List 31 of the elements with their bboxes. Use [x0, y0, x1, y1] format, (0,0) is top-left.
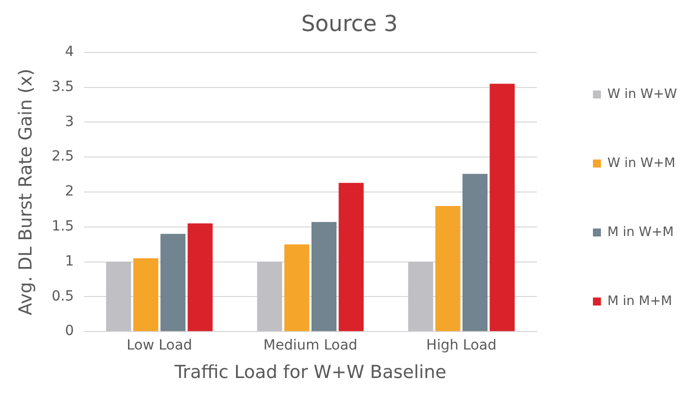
bar	[257, 262, 282, 332]
legend-label: M in W+M	[607, 224, 674, 240]
x-tick-label: Low Load	[126, 338, 192, 354]
x-tick-label: Medium Load	[263, 338, 358, 354]
bar	[133, 258, 158, 332]
bar	[106, 262, 132, 332]
y-tick-label: 1	[64, 253, 74, 270]
bar	[338, 182, 364, 332]
bar	[160, 234, 186, 332]
legend-label: W in W+W	[607, 86, 678, 102]
y-tick-label: 1.5	[52, 218, 74, 235]
y-tick-label: 0	[64, 323, 74, 340]
y-tick-label: 2.5	[52, 148, 74, 165]
x-tick-label: High Load	[426, 338, 497, 354]
y-tick-label: 0.5	[52, 288, 74, 304]
bar	[311, 222, 336, 332]
chart-title: Source 3	[301, 12, 398, 37]
bar	[284, 244, 310, 332]
bar	[462, 174, 488, 332]
legend-label: W in W+M	[607, 156, 676, 171]
y-tick-label: 4	[64, 44, 74, 60]
legend-label: M in M+M	[607, 294, 672, 309]
x-axis-title: Traffic Load for W+W Baseline	[173, 362, 446, 383]
bar	[188, 223, 213, 332]
y-tick-label: 3.5	[52, 78, 74, 95]
bar	[435, 206, 460, 332]
y-axis-title: Avg. DL Burst Rate Gain (x)	[15, 68, 36, 316]
bar	[490, 84, 515, 332]
bar	[408, 262, 434, 332]
y-tick-label: 2	[64, 184, 74, 200]
y-tick-label: 3	[64, 114, 74, 130]
